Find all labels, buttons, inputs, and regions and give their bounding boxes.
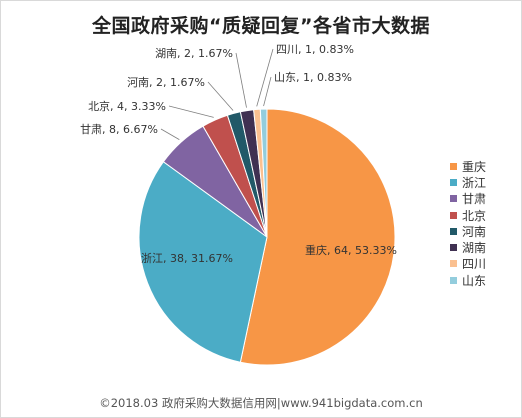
- leader-line-河南: [207, 81, 234, 111]
- pie-slice-重庆: [239, 108, 396, 366]
- data-label-浙江: 浙江, 38, 31.67%: [141, 252, 233, 265]
- legend-swatch: [450, 260, 457, 268]
- data-label-四川: 四川, 1, 0.83%: [276, 43, 354, 56]
- leader-line-甘肃: [160, 128, 180, 140]
- legend-item-浙江: 浙江: [450, 174, 486, 190]
- legend-label: 甘肃: [462, 192, 487, 207]
- legend-swatch: [450, 178, 457, 186]
- legend-swatch: [450, 195, 457, 203]
- chart-title: 全国政府采购“质疑回复”各省市大数据: [92, 15, 430, 37]
- data-label-北京: 北京, 4, 3.33%: [88, 99, 166, 113]
- legend-item-甘肃: 甘肃: [450, 191, 486, 207]
- legend-swatch: [450, 162, 457, 170]
- legend-label: 浙江: [462, 175, 487, 190]
- legend-item-河南: 河南: [450, 223, 486, 239]
- data-label-重庆: 重庆, 64, 53.33%: [305, 243, 397, 257]
- legend-swatch: [450, 211, 457, 219]
- legend-label: 四川: [462, 257, 487, 272]
- data-label-河南: 河南, 2, 1.67%: [127, 76, 205, 89]
- leader-line-山东: [263, 76, 272, 107]
- legend-swatch: [450, 244, 457, 252]
- pie-slice-山东: [259, 108, 268, 238]
- legend-item-重庆: 重庆: [450, 158, 486, 174]
- legend-label: 重庆: [462, 159, 487, 174]
- legend-label: 湖南: [462, 241, 487, 256]
- legend-label: 河南: [462, 224, 487, 239]
- chart-legend: 重庆 浙江甘肃 北京 河南湖南 四川 山东: [450, 158, 486, 288]
- legend-swatch: [450, 227, 457, 235]
- leader-line-湖南: [235, 52, 247, 108]
- legend-label: 山东: [462, 273, 487, 288]
- data-label-湖南: 湖南, 2, 1.67%: [155, 47, 233, 60]
- data-label-山东: 山东, 1, 0.83%: [274, 71, 352, 84]
- pie-slice-浙江: [138, 161, 268, 363]
- data-label-甘肃: 甘肃, 8, 6.67%: [80, 123, 158, 136]
- legend-item-四川: 四川: [450, 256, 486, 272]
- leader-line-四川: [256, 48, 274, 107]
- legend-label: 北京: [462, 208, 487, 223]
- legend-item-北京: 北京: [450, 207, 486, 223]
- copyright-footer: ©2018.03 政府采购大数据信用网|www.941bigdata.com.c…: [99, 396, 423, 410]
- leader-line-北京: [168, 105, 214, 118]
- legend-item-山东: 山东: [450, 272, 486, 288]
- legend-swatch: [450, 276, 457, 284]
- legend-item-湖南: 湖南: [450, 239, 486, 255]
